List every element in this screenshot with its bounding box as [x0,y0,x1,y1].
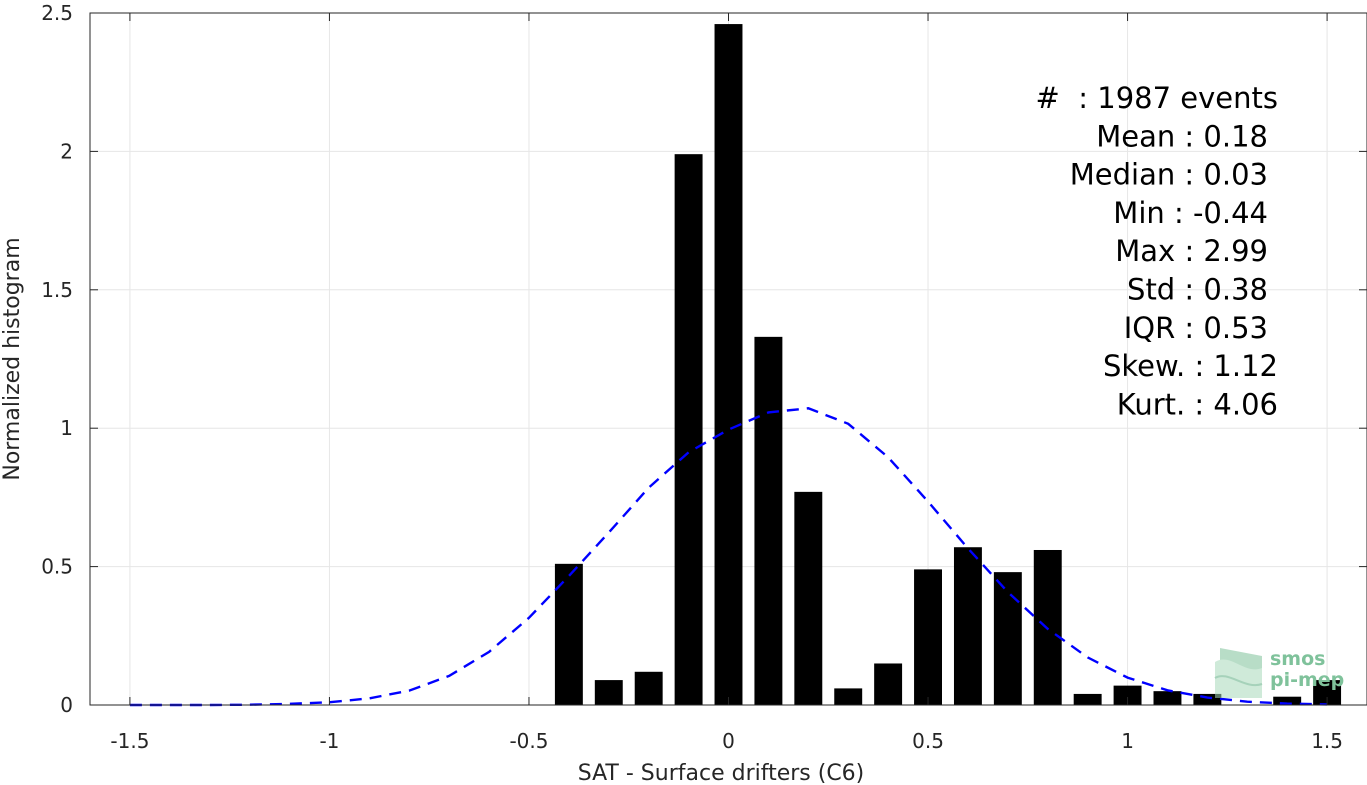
fit-curve [129,407,1328,707]
histogram-bar [634,671,663,705]
stat-line: Mean : 0.18 [1096,119,1268,153]
stat-line: Max : 2.99 [1115,234,1268,268]
histogram-bar [1193,693,1222,705]
histogram-bar [993,572,1022,705]
x-tick-label: -1 [319,729,339,753]
stat-line: Std : 0.38 [1127,273,1268,307]
stat-line: IQR : 0.53 [1124,311,1268,345]
stat-line: Median : 0.03 [1070,158,1268,192]
y-tick-label: 1 [60,416,73,440]
histogram-bar [914,569,942,705]
histogram-bar [754,336,783,705]
y-axis-ticks: 0 0.5 1 1.5 2 2.5 [41,1,1367,717]
x-tick-label: -0.5 [509,729,548,753]
histogram-bar [1073,693,1102,705]
y-tick-label: 2 [60,139,73,163]
logo-icon [1214,648,1263,698]
stat-line: Min : -0.44 [1113,196,1268,230]
y-tick-label: 1.5 [41,278,73,302]
y-tick-label: 2.5 [41,1,73,25]
x-tick-label: 0.5 [912,729,944,753]
x-axis-ticks: -1.5 -1 -0.5 0 0.5 1 1.5 [110,13,1343,753]
statistics-box: # : 1987 events Mean : 0.18 Median : 0.03 M… [1036,81,1278,421]
y-tick-label: 0 [60,693,73,717]
stat-line: # : 1987 events [1036,81,1278,115]
histogram-bar [1153,691,1182,705]
x-tick-label: -1.5 [110,729,149,753]
histogram-bar [953,547,982,705]
y-tick-label: 0.5 [41,555,73,579]
y-axis-label: Normalized histogram [0,237,25,480]
stat-line: Kurt. : 4.06 [1117,387,1278,421]
histogram-bar [674,154,703,706]
histogram-bar [1273,696,1302,705]
histogram-bar [714,24,743,705]
histogram-bar [794,491,823,705]
x-tick-label: 0 [722,729,735,753]
x-tick-label: 1 [1121,729,1134,753]
histogram-bar [1113,685,1142,705]
logo-line-1: smos [1270,648,1325,670]
stat-line: Skew. : 1.12 [1103,349,1278,383]
histogram-bars [554,24,1342,706]
histogram-bar [594,680,623,705]
smos-pimep-logo: smos pi-mep [1214,648,1344,698]
histogram-bar [874,663,903,705]
logo-line-2: pi-mep [1270,669,1344,691]
x-tick-label: 1.5 [1311,729,1343,753]
histogram-bar [834,688,863,705]
x-axis-label: SAT - Surface drifters (C6) [578,761,865,785]
